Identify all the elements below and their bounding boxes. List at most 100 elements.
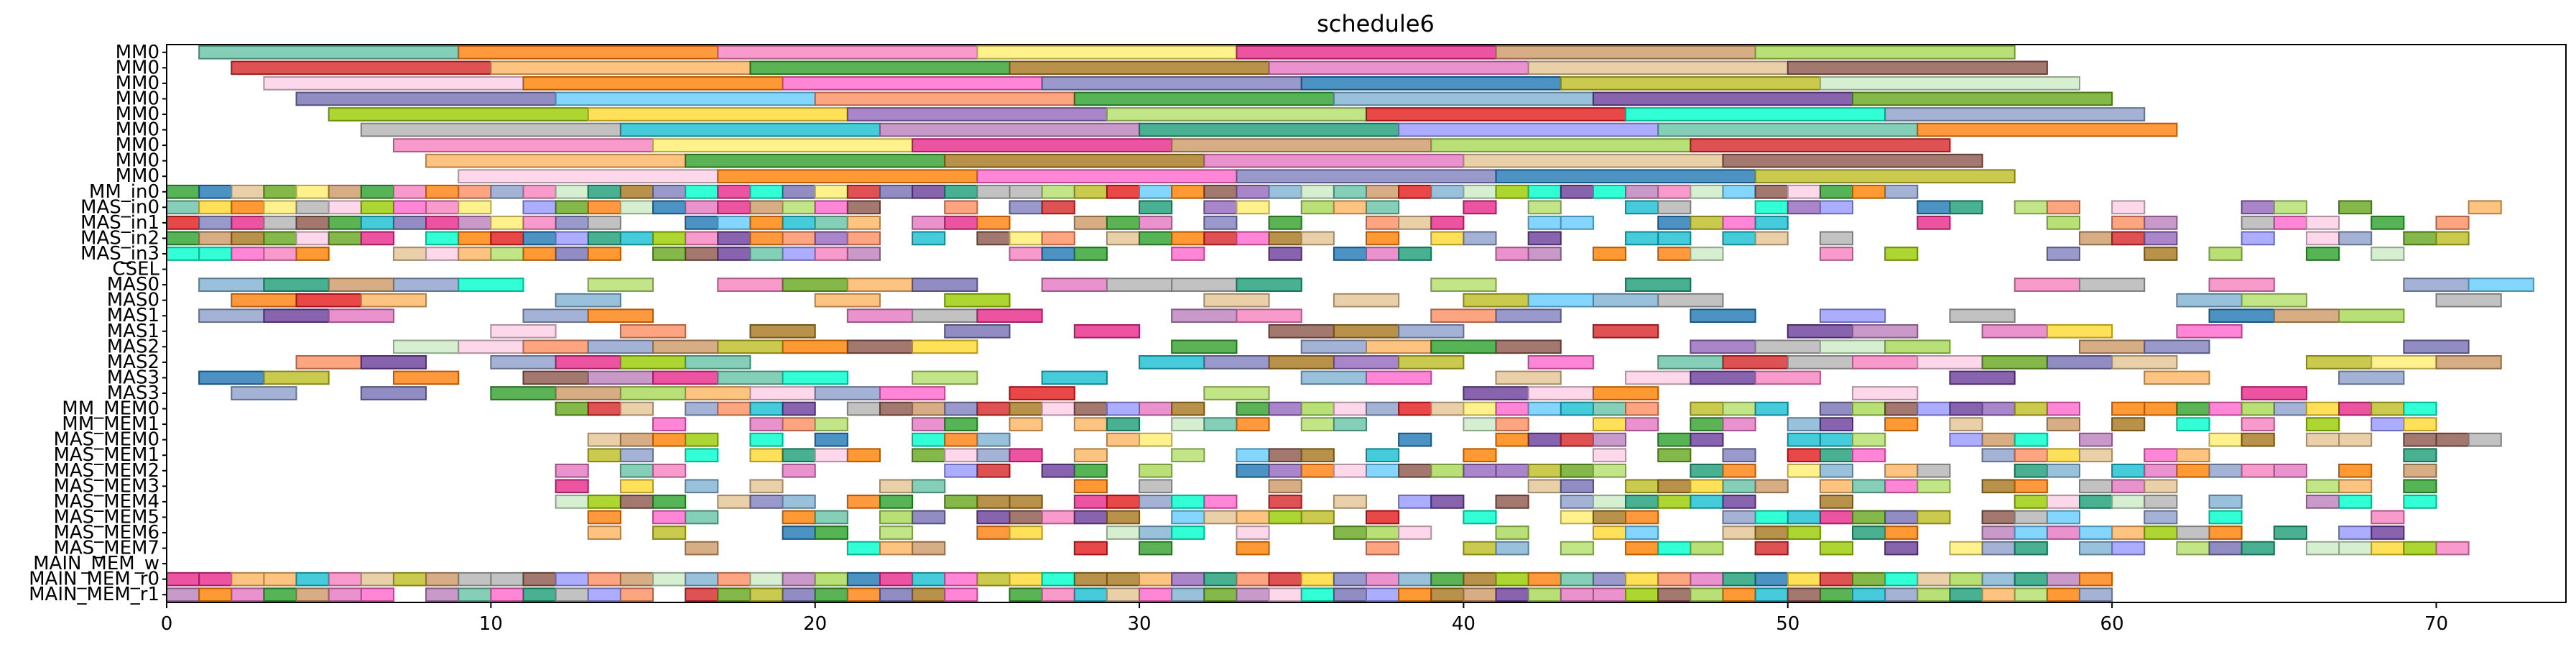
task-bar-l11-124 xyxy=(1106,216,1141,230)
task-bar-l10-64 xyxy=(522,200,557,215)
task-bar-l21-348 xyxy=(392,370,460,385)
task-bar-l23-387 xyxy=(782,401,816,416)
task-bar-l15-245 xyxy=(1106,277,1173,292)
task-bar-l35-810 xyxy=(944,587,978,602)
task-bar-l9-45 xyxy=(1625,184,1659,199)
task-bar-l13-209 xyxy=(717,247,751,261)
y-tick-label: MAS2 xyxy=(107,352,159,373)
task-bar-l35-826 xyxy=(1495,587,1529,602)
task-bar-l9-34 xyxy=(1268,184,1302,199)
task-bar-l34-747 xyxy=(782,572,816,587)
y-tick-label: MAIN_MEM_w xyxy=(33,553,159,574)
task-bar-l9-7 xyxy=(392,184,427,199)
task-bar-l27-540 xyxy=(1366,463,1400,478)
task-bar-l35-797 xyxy=(490,587,524,602)
task-bar-l30-645 xyxy=(1268,510,1302,525)
y-tick-label: MM0 xyxy=(116,42,159,63)
task-bar-l11-138 xyxy=(2046,216,2080,230)
task-bar-l23-411 xyxy=(1625,401,1659,416)
task-bar-mm-37 xyxy=(879,122,1141,137)
task-bar-l29-604 xyxy=(1073,495,1108,509)
task-bar-l29-603 xyxy=(1009,495,1043,509)
task-bar-l26-523 xyxy=(2078,448,2113,463)
task-bar-l27-532 xyxy=(976,463,1011,478)
task-bar-l31-696 xyxy=(2338,526,2373,540)
task-bar-l29-629 xyxy=(2403,495,2437,509)
task-bar-l27-552 xyxy=(1884,463,1919,478)
task-bar-l18-295 xyxy=(1398,324,1465,339)
task-bar-l32-723 xyxy=(2305,541,2340,556)
x-tick-label: 60 xyxy=(2100,613,2124,635)
task-bar-l27-537 xyxy=(1268,463,1302,478)
task-bar-l11-139 xyxy=(2111,216,2146,230)
task-bar-l34-751 xyxy=(912,572,946,587)
task-bar-l23-394 xyxy=(1041,401,1075,416)
task-bar-l10-77 xyxy=(1041,200,1075,215)
y-tick-label: MAS_in3 xyxy=(80,243,159,265)
task-bar-l12-187 xyxy=(2078,231,2113,246)
task-bar-l17-277 xyxy=(976,308,1043,324)
task-bar-l22-365 xyxy=(231,386,297,400)
task-bar-l19-316 xyxy=(1690,339,1756,354)
task-bar-l20-332 xyxy=(1333,355,1400,370)
task-bar-l9-10 xyxy=(490,184,524,199)
task-bar-l31-691 xyxy=(2111,526,2146,540)
task-bar-l26-522 xyxy=(2046,448,2080,463)
task-bar-l26-521 xyxy=(2014,448,2048,463)
task-bar-l17-278 xyxy=(1171,308,1238,324)
task-bar-l26-502 xyxy=(846,448,881,463)
task-bar-l26-505 xyxy=(976,448,1011,463)
task-bar-l13-233 xyxy=(2371,247,2405,261)
task-bar-l34-757 xyxy=(1106,572,1141,587)
task-bar-l24-445 xyxy=(1300,417,1335,431)
task-bar-l11-122 xyxy=(976,216,1011,230)
task-bar-l22-371 xyxy=(749,386,816,400)
task-bar-l23-407 xyxy=(1495,401,1529,416)
task-bar-l19-309 xyxy=(846,339,914,354)
task-bar-l35-814 xyxy=(1106,587,1141,602)
task-bar-l9-35 xyxy=(1300,184,1335,199)
task-bar-l28-567 xyxy=(749,479,784,494)
task-bar-l31-693 xyxy=(2176,526,2210,540)
task-bar-mm-49 xyxy=(685,153,946,168)
task-bar-l10-62 xyxy=(425,200,460,215)
task-bar-l11-118 xyxy=(814,216,848,230)
task-bar-l20-345 xyxy=(2435,355,2502,370)
task-bar-l29-592 xyxy=(555,495,589,509)
task-bar-mm-4 xyxy=(1236,45,1497,60)
task-bar-l12-163 xyxy=(749,231,784,246)
task-bar-l13-226 xyxy=(1690,247,1724,261)
task-bar-l27-528 xyxy=(619,463,654,478)
task-bar-l17-285 xyxy=(2208,308,2275,324)
task-bar-l15-248 xyxy=(1430,277,1497,292)
task-bar-l34-743 xyxy=(652,572,687,587)
task-bar-l30-657 xyxy=(1884,510,1919,525)
task-bar-l19-322 xyxy=(2403,339,2470,354)
task-bar-l29-601 xyxy=(944,495,978,509)
task-bar-l9-2 xyxy=(231,184,265,199)
task-bar-l10-99 xyxy=(2468,200,2502,215)
task-bar-l12-179 xyxy=(1430,231,1465,246)
task-bar-l12-185 xyxy=(1754,231,1789,246)
task-bar-l10-60 xyxy=(360,200,394,215)
task-bar-l32-721 xyxy=(2208,541,2243,556)
task-bar-l12-175 xyxy=(1236,231,1270,246)
task-bar-l12-167 xyxy=(912,231,946,246)
task-bar-l11-143 xyxy=(2305,216,2340,230)
y-tick-label: MAS_in2 xyxy=(80,227,159,249)
task-bar-l10-87 xyxy=(1657,200,1692,215)
task-bar-l9-40 xyxy=(1463,184,1497,199)
task-bar-l30-662 xyxy=(2144,510,2178,525)
task-bar-l28-565 xyxy=(619,479,654,494)
task-bar-l27-560 xyxy=(2241,463,2275,478)
task-bar-l13-201 xyxy=(425,247,460,261)
task-bar-mm-42 xyxy=(392,138,654,152)
task-bar-l25-471 xyxy=(944,432,978,447)
task-bar-l26-507 xyxy=(1073,448,1108,463)
task-bar-l12-177 xyxy=(1300,231,1335,246)
task-bar-l34-746 xyxy=(749,572,784,587)
task-bar-l12-194 xyxy=(2435,231,2470,246)
task-bar-l27-544 xyxy=(1495,463,1529,478)
